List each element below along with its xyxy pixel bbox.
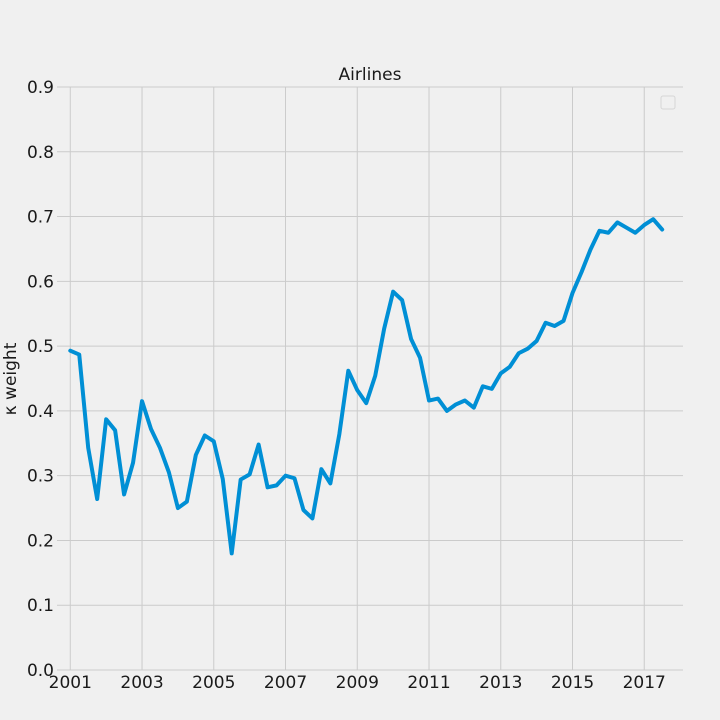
x-tick-label: 2001 bbox=[49, 673, 92, 693]
x-tick-label: 2007 bbox=[264, 673, 307, 693]
y-gridlines bbox=[57, 86, 683, 671]
y-tick-label: 0.0 bbox=[27, 661, 54, 681]
y-tick-label: 0.1 bbox=[27, 596, 54, 616]
x-tick-label: 2017 bbox=[623, 673, 666, 693]
y-tick-label: 0.9 bbox=[27, 78, 54, 98]
legend-box bbox=[660, 95, 676, 110]
x-tick-label: 2015 bbox=[551, 673, 594, 693]
x-tick-label: 2005 bbox=[192, 673, 235, 693]
chart-title: Airlines bbox=[339, 65, 402, 85]
x-tick-label: 2009 bbox=[336, 673, 379, 693]
y-tick-labels: 0.0 0.1 0.2 0.3 0.4 0.5 0.6 0.7 0.8 0.9 bbox=[27, 78, 54, 681]
x-tick-label: 2013 bbox=[479, 673, 522, 693]
x-tick-label: 2011 bbox=[407, 673, 450, 693]
y-tick-label: 0.8 bbox=[27, 143, 54, 163]
y-tick-label: 0.7 bbox=[27, 208, 54, 228]
series-group bbox=[68, 217, 665, 556]
y-tick-label: 0.5 bbox=[27, 337, 54, 357]
y-tick-label: 0.6 bbox=[27, 272, 54, 292]
x-tick-labels: 2001 2003 2005 2007 2009 2011 2013 2015 2017 bbox=[49, 673, 666, 693]
y-tick-label: 0.2 bbox=[27, 531, 54, 551]
y-tick-label: 0.3 bbox=[27, 467, 54, 487]
series-line bbox=[68, 217, 665, 556]
x-tick-label: 2003 bbox=[120, 673, 163, 693]
x-gridlines bbox=[69, 87, 645, 670]
y-axis-label: κ weight bbox=[1, 342, 21, 415]
y-tick-label: 0.4 bbox=[27, 402, 54, 422]
